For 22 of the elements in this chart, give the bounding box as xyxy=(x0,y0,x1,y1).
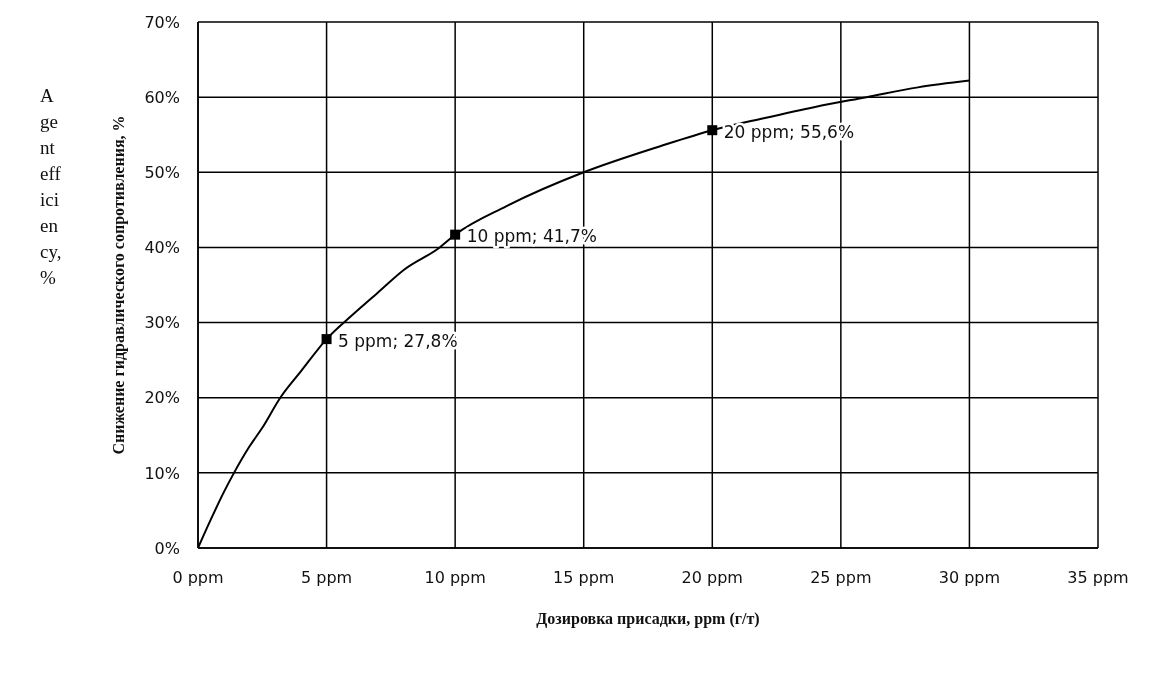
x-tick-label: 35 ppm xyxy=(1067,568,1129,588)
x-axis-title: Дозировка присадки, ppm (г/т) xyxy=(536,610,760,628)
point xyxy=(450,229,461,240)
y-tick-label: 30% xyxy=(144,313,180,333)
y-tick-label: 70% xyxy=(144,12,180,32)
y-axis-title: Снижение гидравлического сопротивления, % xyxy=(109,115,128,455)
point xyxy=(321,334,332,345)
x-tick-label: 5 ppm xyxy=(300,568,353,588)
x-tick-label: 10 ppm xyxy=(424,568,486,588)
x-tick-label: 0 ppm xyxy=(172,568,224,588)
y-tick-label: 0% xyxy=(154,538,180,558)
y-tick-label: 20% xyxy=(144,388,180,408)
text: Agent efficiency, % xyxy=(40,84,62,290)
y-tick-label: 60% xyxy=(144,87,180,107)
point xyxy=(707,125,718,136)
x-tick-label: 25 ppm xyxy=(810,568,872,588)
x-tick-label: 30 ppm xyxy=(938,568,1001,588)
y-tick-label: 40% xyxy=(144,238,180,258)
x-tick-label: 20 ppm xyxy=(681,568,743,588)
y-tick-label: 10% xyxy=(144,463,180,483)
y-tick-label: 50% xyxy=(144,162,180,182)
x-tick-label: 15 ppm xyxy=(553,568,615,588)
